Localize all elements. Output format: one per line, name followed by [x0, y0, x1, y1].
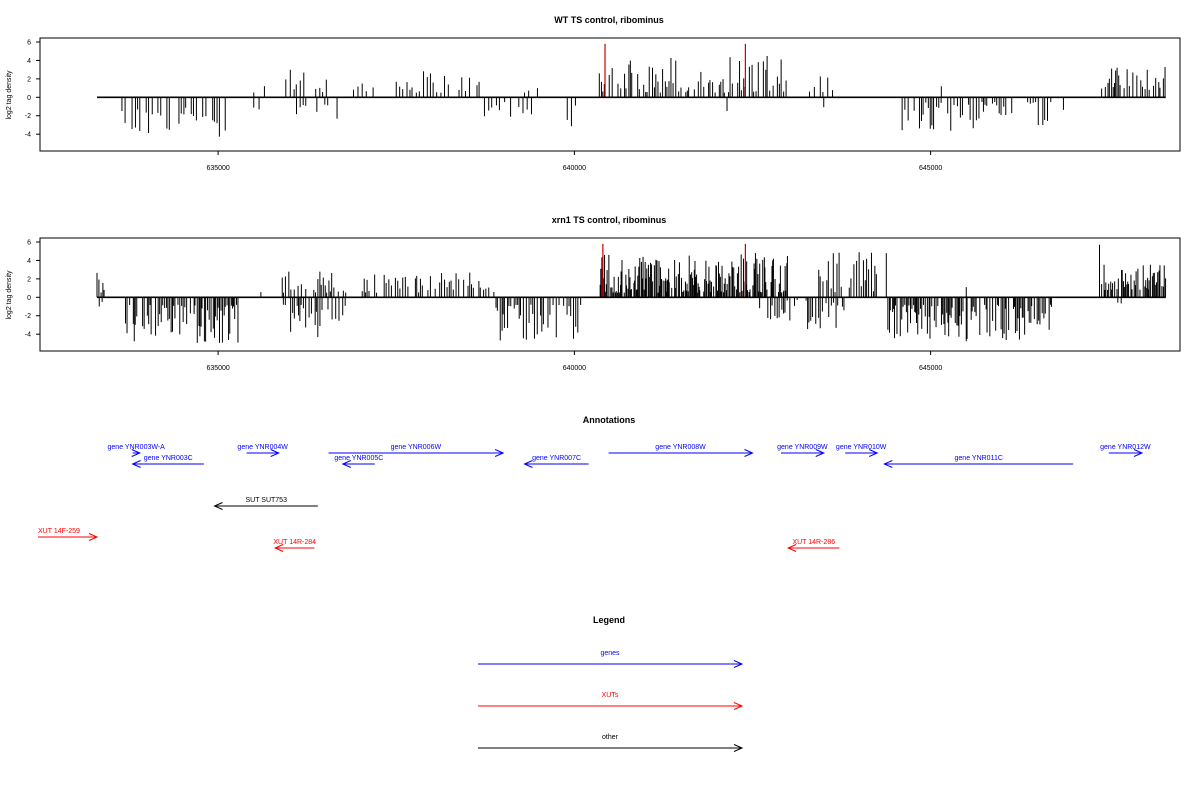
wt-panel: WT TS control, ribominus log2 tag densit… [6, 15, 1181, 172]
xrn1-y-tick-label: -2 [25, 313, 31, 320]
xrn1-x-tick-label: 645000 [919, 365, 942, 372]
xrn1-x-tick-label: 635000 [206, 365, 229, 372]
annotation-arrow-head [523, 460, 533, 468]
annotation-label: gene YNR003C [144, 455, 193, 462]
xrn1-x-axis: 635000 640000 645000 [206, 351, 942, 372]
annotation-arrow-head [815, 449, 825, 457]
annotation-arrow-head [270, 449, 280, 457]
wt-y-axis: -4 -2 0 2 4 6 [25, 40, 40, 139]
wt-title: WT TS control, ribominus [554, 15, 664, 25]
annotation-label: XUT 14R-284 [273, 539, 316, 546]
wt-y-tick-label: 6 [27, 40, 31, 47]
wt-x-tick-label: 645000 [919, 165, 942, 172]
annotation-label: gene YNR006W [391, 444, 442, 451]
legend-panel: Legend genes XUTs other [478, 615, 744, 752]
xrn1-ylabel: log2 tag density [6, 270, 13, 320]
wt-plot-frame [39, 37, 1181, 152]
legend-label: other [602, 734, 619, 741]
annotation-arrow-head [744, 449, 754, 457]
annotation-arrow-head [1133, 449, 1144, 457]
xrn1-y-axis: -4 -2 0 2 4 6 [25, 240, 40, 339]
xrn1-y-tick-label: 6 [27, 240, 31, 247]
xrn1-title: xrn1 TS control, ribominus [552, 215, 667, 225]
wt-y-tick-label: 2 [27, 76, 31, 83]
annotation-arrow-head [868, 449, 879, 457]
annotation-arrow-head [494, 449, 505, 457]
legend-arrow-head [733, 702, 744, 710]
annotation-arrow-head [131, 449, 141, 457]
annotations-title: Annotations [583, 415, 636, 425]
wt-x-tick-label: 640000 [563, 165, 586, 172]
annotation-label: gene YNR007C [532, 455, 581, 462]
annotation-arrow-head [883, 460, 893, 468]
legend-title: Legend [593, 615, 625, 625]
annotation-label: gene YNR010W [836, 444, 887, 451]
legend-arrow-head [733, 660, 744, 668]
wt-y-tick-label: -2 [25, 113, 31, 120]
annotation-label: XUT 14F-259 [38, 528, 80, 535]
wt-bars [97, 43, 1166, 137]
annotation-label: gene YNR009W [777, 444, 828, 451]
wt-y-tick-label: 0 [27, 95, 31, 102]
wt-y-tick-label: -4 [25, 132, 31, 139]
annotation-label: gene YNR008W [655, 444, 706, 451]
annotation-label: gene YNR011C [955, 455, 1003, 462]
annotation-arrow-head [213, 502, 223, 510]
annotation-arrow-head [341, 460, 352, 468]
annotation-label: gene YNR005C [334, 455, 383, 462]
annotation-arrow-head [88, 533, 99, 541]
legend-arrow-head [733, 744, 744, 752]
annotation-label: XUT 14R-286 [792, 539, 835, 546]
legend-items: genes XUTs other [478, 650, 744, 752]
annotation-features: gene YNR003W-A gene YNR003C gene YNR004W ge… [38, 444, 1151, 552]
wt-x-axis: 635000 640000 645000 [206, 151, 942, 172]
xrn1-y-tick-label: 4 [27, 258, 31, 265]
xrn1-bars [96, 243, 1167, 343]
annotation-label: SUT SUT753 [245, 497, 287, 504]
xrn1-x-tick-label: 640000 [563, 365, 586, 372]
annotation-label: gene YNR004W [237, 444, 288, 451]
annotation-arrow-head [786, 544, 797, 552]
annotation-label: gene YNR012W [1100, 444, 1151, 451]
xrn1-y-tick-label: 2 [27, 276, 31, 283]
annotation-label: gene YNR003W-A [108, 444, 166, 451]
wt-x-tick-label: 635000 [206, 165, 229, 172]
xrn1-y-tick-label: 0 [27, 295, 31, 302]
wt-ylabel: log2 tag density [6, 70, 13, 120]
xrn1-y-tick-label: -4 [25, 332, 31, 339]
annotation-arrow-head [131, 460, 141, 468]
xrn1-plot-frame [39, 237, 1181, 352]
annotation-arrow-head [273, 544, 284, 552]
legend-label: genes [600, 650, 620, 657]
legend-label: XUTs [602, 692, 619, 699]
wt-y-tick-label: 4 [27, 58, 31, 65]
xrn1-panel: xrn1 TS control, ribominus log2 tag dens… [6, 215, 1181, 372]
